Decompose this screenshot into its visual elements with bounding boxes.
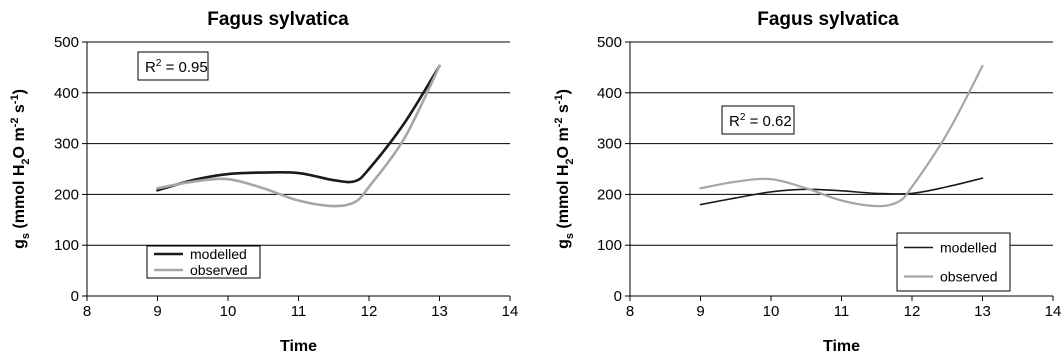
chart-right: Fagus sylvatica 0 100 200 300 400 500 8 9 10 11 12 1… (553, 9, 1062, 355)
x-tick-label: 10 (763, 303, 780, 320)
series-line-observed (699, 64, 984, 208)
x-tick-label: 9 (153, 303, 161, 320)
series-line-modelled (699, 177, 984, 206)
legend: modelled observed (896, 232, 1011, 292)
x-tick-label: 8 (626, 303, 634, 320)
y-tick-label: 200 (54, 186, 79, 203)
chart-panel-right: Fagus sylvatica 0 100 200 300 400 500 8 9 10 11 12 1… (532, 0, 1064, 360)
y-tick-label: 0 (71, 288, 79, 305)
y-tick-label: 0 (614, 288, 622, 305)
x-tick-label: 13 (431, 303, 448, 320)
series-line-modelled (156, 64, 441, 192)
y-tick-label: 300 (54, 136, 79, 153)
x-tick-label: 14 (502, 303, 519, 320)
y-tick-label: 100 (597, 237, 622, 254)
r2-annotation: R2 = 0.62 (729, 112, 792, 130)
y-tick-label: 400 (597, 85, 622, 102)
chart-title: Fagus sylvatica (207, 9, 349, 30)
y-axis-title: gs (mmol H2O m-2 s-1) (553, 89, 576, 249)
legend-box (896, 232, 1011, 292)
x-tick-label: 8 (83, 303, 91, 320)
legend-label-observed: observed (190, 262, 248, 278)
x-tick-label: 14 (1045, 303, 1062, 320)
r2-box (721, 105, 795, 135)
y-tick-label: 200 (597, 186, 622, 203)
legend-label-modelled: modelled (940, 240, 997, 256)
x-tick-label: 11 (291, 303, 307, 320)
x-tick-label: 12 (904, 303, 921, 320)
chart-title: Fagus sylvatica (757, 9, 899, 30)
legend-box (146, 245, 261, 279)
r2-box (137, 51, 209, 81)
y-tick-label: 300 (597, 136, 622, 153)
chart-panel-left: Fagus sylvatica 0 100 200 300 400 500 8 9 10 11 12 1… (9, 9, 519, 355)
x-tick-label: 12 (361, 303, 378, 320)
chart-left: Fagus sylvatica 0 100 200 300 400 500 8 9 10 11 12 1… (9, 9, 519, 355)
y-tick-label: 500 (597, 34, 622, 51)
x-axis-title: Time (280, 338, 317, 355)
series-line-observed (156, 64, 441, 208)
x-tick-label: 10 (220, 303, 237, 320)
legend-label-observed: observed (940, 269, 998, 285)
x-tick-label: 11 (834, 303, 850, 320)
y-tick-label: 400 (54, 85, 79, 102)
r2-annotation: R2 = 0.95 (145, 58, 208, 76)
legend-label-modelled: modelled (190, 246, 247, 262)
y-axis-title: gs (mmol H2O m-2 s-1) (9, 89, 32, 249)
y-tick-label: 100 (54, 237, 79, 254)
x-axis-title: Time (823, 338, 860, 355)
y-tick-label: 500 (54, 34, 79, 51)
x-tick-label: 13 (974, 303, 991, 320)
x-tick-label: 9 (696, 303, 704, 320)
